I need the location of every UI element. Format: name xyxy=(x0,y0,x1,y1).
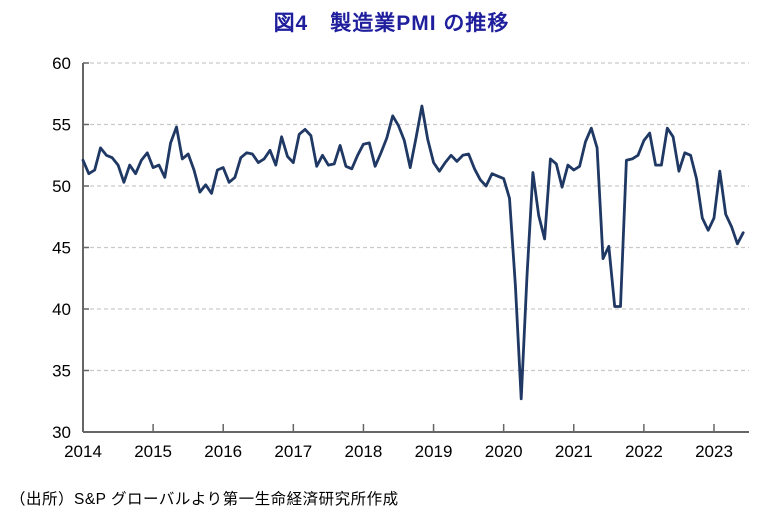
x-axis-tick-label: 2015 xyxy=(134,442,172,461)
y-axis-tick-label: 30 xyxy=(52,423,71,442)
x-axis-tick-label: 2018 xyxy=(345,442,383,461)
x-axis-tick-label: 2019 xyxy=(415,442,453,461)
y-axis-tick-label: 60 xyxy=(52,54,71,73)
pmi-line xyxy=(81,104,745,401)
x-axis-tick-label: 2022 xyxy=(625,442,663,461)
y-axis-tick-label: 55 xyxy=(52,116,71,135)
y-axis-tick-label: 50 xyxy=(52,177,71,196)
x-axis-tick-label: 2017 xyxy=(274,442,312,461)
x-axis-tick-label: 2021 xyxy=(555,442,593,461)
chart-title: 図4 製造業PMI の推移 xyxy=(273,12,510,35)
source-note: （出所）S&P グローバルより第一生命経済研究所作成 xyxy=(10,491,399,508)
x-axis-tick-label: 2023 xyxy=(695,442,733,461)
y-axis-tick-label: 35 xyxy=(52,362,71,381)
y-axis-tick-label: 45 xyxy=(52,239,71,258)
x-axis-tick-label: 2016 xyxy=(204,442,242,461)
y-axis-tick-label: 40 xyxy=(52,300,71,319)
x-axis-tick-label: 2020 xyxy=(485,442,523,461)
x-axis-tick-label: 2014 xyxy=(64,442,102,461)
